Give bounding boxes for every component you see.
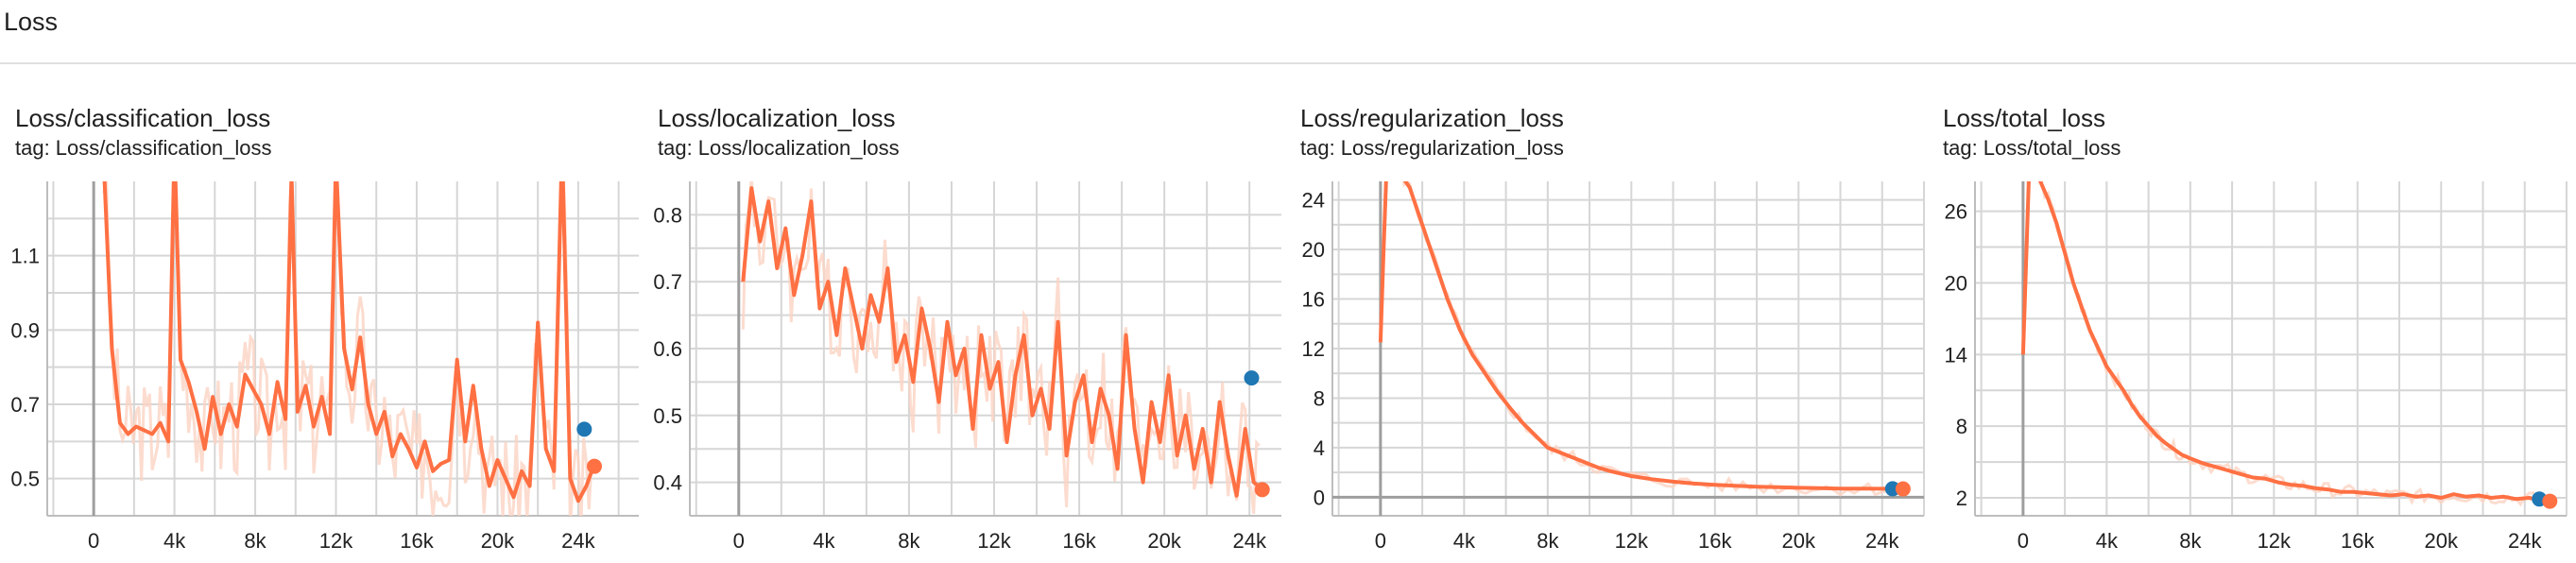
y-tick-label: 0.4 [653, 471, 682, 495]
section-title: Loss [4, 8, 59, 36]
x-tick-label: 4k [813, 529, 835, 553]
chart-tag: tag: Loss/total_loss [1943, 136, 2121, 160]
x-tick-label: 0 [88, 529, 99, 553]
x-tick-label: 12k [1615, 529, 1649, 553]
y-tick-label: 8 [1956, 415, 1967, 438]
y-tick-label: 26 [1945, 200, 1967, 224]
smoothed-series-line [741, 186, 1263, 498]
x-tick-label: 12k [319, 529, 353, 553]
x-tick-label: 8k [244, 529, 266, 553]
raw-series-line [2021, 181, 2549, 507]
x-tick-label: 0 [733, 529, 745, 553]
smoothed-series-line [2020, 181, 2550, 503]
x-tick-label: 16k [1698, 529, 1732, 553]
localization-loss-plot[interactable]: 0 4k 8k 12k 16k 20k 24k 0.4 0.5 0.6 0.7 0.8 [643, 64, 1285, 563]
y-tick-label: 1.1 [10, 245, 40, 268]
raw-last-marker [2542, 493, 2558, 509]
x-tick-label: 12k [2258, 529, 2292, 553]
plot-area [102, 181, 596, 516]
y-tick-label: 0.7 [653, 270, 682, 294]
y-tick-label: 0.5 [10, 468, 40, 491]
x-tick-label: 24k [561, 529, 595, 553]
smoothed-series-line [1378, 181, 1903, 491]
y-tick-label: 20 [1302, 238, 1325, 262]
x-tick-label: 24k [2508, 529, 2542, 553]
x-tick-label: 16k [1062, 529, 1096, 553]
chart-tag: tag: Loss/regularization_loss [1300, 136, 1564, 160]
y-tick-label: 0 [1314, 486, 1325, 509]
x-tick-label: 20k [1782, 529, 1816, 553]
smoothed-last-marker [1884, 481, 1900, 497]
chart-card-regularization-loss: 0 4k 8k 12k 16k 20k 24k 0 4 8 12 16 20 24 Loss/regula… [1285, 64, 1928, 563]
x-tick-label: 16k [2341, 529, 2375, 553]
regularization-loss-plot[interactable]: 0 4k 8k 12k 16k 20k 24k 0 4 8 12 16 20 24 [1285, 64, 1928, 563]
x-tick-label: 8k [2179, 529, 2202, 553]
y-tick-label: 0.9 [10, 318, 40, 342]
chart-title: Loss/regularization_loss [1300, 104, 1564, 132]
x-tick-label: 0 [1375, 529, 1386, 553]
x-tick-label: 20k [1147, 529, 1181, 553]
x-tick-label: 12k [977, 529, 1011, 553]
y-tick-label: 24 [1302, 189, 1325, 213]
y-tick-label: 8 [1314, 386, 1325, 410]
x-tick-label: 16k [400, 529, 434, 553]
chart-title: Loss/total_loss [1943, 104, 2105, 132]
y-tick-label: 20 [1945, 271, 1967, 295]
total-loss-plot[interactable]: 0 4k 8k 12k 16k 20k 24k 2 8 14 20 26 [1928, 64, 2570, 563]
y-tick-label: 0.5 [653, 404, 682, 428]
x-tick-label: 24k [1865, 529, 1899, 553]
chart-title: Loss/classification_loss [15, 104, 271, 132]
grid [1975, 181, 2567, 516]
smoothed-last-marker [1244, 370, 1260, 386]
chart-card-total-loss: 0 4k 8k 12k 16k 20k 24k 2 8 14 20 26 Loss/total_los… [1928, 64, 2570, 563]
x-tick-label: 4k [2096, 529, 2119, 553]
plot-area [1378, 181, 1903, 497]
plot-area [2020, 181, 2550, 507]
grid [1332, 181, 1925, 516]
y-tick-label: 0.7 [10, 393, 40, 417]
y-tick-label: 16 [1302, 288, 1325, 312]
smoothed-series-line [102, 181, 596, 503]
raw-last-marker [586, 458, 602, 474]
y-tick-label: 14 [1945, 343, 1967, 367]
x-tick-label: 4k [163, 529, 186, 553]
y-tick-label: 4 [1314, 436, 1325, 460]
y-tick-label: 0.8 [653, 203, 682, 227]
section-header: Loss [0, 0, 2576, 64]
y-tick-label: 2 [1956, 486, 1967, 510]
smoothed-last-marker [576, 421, 592, 437]
y-tick-label: 0.6 [653, 337, 682, 361]
classification-loss-plot[interactable]: 0 4k 8k 12k 16k 20k 24k 0.5 0.7 0.9 1.1 [0, 64, 643, 563]
raw-last-marker [1895, 481, 1911, 497]
chart-title: Loss/localization_loss [658, 104, 896, 132]
x-tick-label: 20k [2425, 529, 2459, 553]
chart-tag: tag: Loss/classification_loss [15, 136, 272, 160]
chart-card-classification-loss: 0 4k 8k 12k 16k 20k 24k 0.5 0.7 0.9 1.1 Loss/class… [0, 64, 643, 563]
x-tick-label: 8k [1537, 529, 1559, 553]
x-tick-label: 20k [481, 529, 515, 553]
raw-last-marker [1254, 482, 1270, 498]
x-tick-label: 0 [2018, 529, 2029, 553]
chart-tag: tag: Loss/localization_loss [658, 136, 900, 160]
x-tick-label: 4k [1453, 529, 1476, 553]
plot-area [741, 181, 1263, 514]
raw-series-line [741, 181, 1261, 514]
y-tick-label: 12 [1302, 337, 1325, 361]
x-tick-label: 8k [898, 529, 920, 553]
chart-card-localization-loss: 0 4k 8k 12k 16k 20k 24k 0.4 0.5 0.6 0.7 0.8 Loss/lo… [643, 64, 1285, 563]
x-tick-label: 24k [1232, 529, 1266, 553]
